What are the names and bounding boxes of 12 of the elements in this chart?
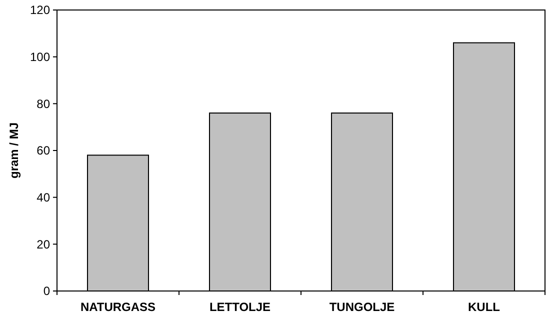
- y-tick-label: 100: [30, 50, 50, 64]
- y-tick-label: 80: [36, 96, 50, 111]
- y-tick-label: 0: [43, 284, 50, 298]
- y-axis-title: gram / MJ: [7, 122, 21, 179]
- x-tick-label: LETTOLJE: [209, 300, 271, 314]
- y-tick-label: 20: [36, 237, 50, 252]
- y-tick-label: 40: [36, 190, 50, 205]
- x-tick-label: KULL: [468, 300, 500, 314]
- y-tick-label: 60: [36, 144, 50, 158]
- x-tick-label: TUNGOLJE: [329, 300, 395, 314]
- y-tick-label: 120: [30, 3, 50, 18]
- x-tick-label: NATURGASS: [80, 300, 156, 314]
